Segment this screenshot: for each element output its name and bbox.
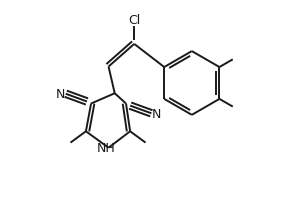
- Text: N: N: [152, 107, 161, 120]
- Text: N: N: [56, 88, 65, 101]
- Text: Cl: Cl: [128, 14, 140, 27]
- Text: NH: NH: [97, 142, 116, 154]
